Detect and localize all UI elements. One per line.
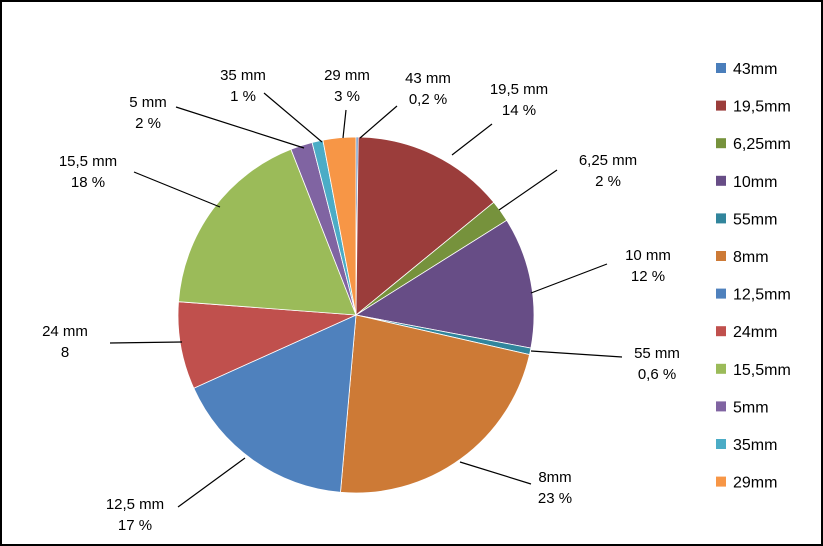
data-label-value-1: 14 %: [502, 102, 536, 119]
data-label-4: 55 mm 0,6 %: [530, 345, 680, 383]
data-label-value-3: 12 %: [631, 268, 665, 285]
legend-label-5: 8mm: [733, 249, 769, 266]
data-label-value-7: 8: [61, 344, 69, 361]
legend-swatch-10: [716, 439, 726, 449]
data-label-2: 6,25 mm 2 %: [498, 152, 637, 211]
pie-slice-1: [355, 136, 495, 316]
legend-label-7: 24mm: [733, 324, 777, 341]
pie-slice-8: [178, 148, 357, 316]
legend-swatch-1: [716, 100, 726, 111]
data-label-name-4: 55 mm: [634, 345, 680, 362]
legend-label-4: 55mm: [733, 211, 777, 228]
data-label-name-7: 24 mm: [42, 323, 88, 340]
legend-swatch-4: [716, 213, 726, 224]
data-label-6: 12,5 mm 17 %: [106, 457, 246, 534]
leader-line-9: [175, 106, 305, 149]
leader-line-10: [263, 92, 323, 143]
legend-swatch-3: [716, 175, 726, 186]
legend: 43mm 19,5mm 6,25mm 10mm 55mm 8mm 12,5mm 24mm 15,…: [716, 61, 791, 492]
data-label-value-6: 17 %: [118, 517, 152, 534]
data-label-value-4: 0,6 %: [638, 366, 676, 383]
legend-label-10: 35mm: [733, 437, 777, 454]
data-label-name-8: 15,5 mm: [59, 153, 117, 170]
legend-label-11: 29mm: [733, 475, 777, 492]
data-label-name-11: 29 mm: [324, 67, 370, 84]
data-label-name-1: 19,5 mm: [490, 81, 548, 98]
legend-swatch-11: [716, 476, 726, 487]
leader-line-7: [109, 341, 183, 344]
legend-label-1: 19,5mm: [733, 99, 791, 116]
leader-line-11: [342, 109, 347, 139]
data-label-name-0: 43 mm: [405, 70, 451, 87]
legend-swatch-5: [716, 251, 726, 261]
leader-line-5: [459, 461, 532, 485]
data-label-value-2: 2 %: [595, 173, 621, 190]
leader-line-1: [451, 123, 493, 156]
data-label-11: 29 mm 3 %: [324, 67, 370, 139]
data-label-value-8: 18 %: [71, 174, 105, 191]
legend-label-8: 15,5mm: [733, 362, 791, 379]
legend-swatch-9: [716, 401, 726, 412]
data-label-name-2: 6,25 mm: [579, 152, 637, 169]
legend-swatch-7: [716, 326, 726, 337]
data-label-value-5: 23 %: [538, 490, 572, 507]
data-label-0: 43 mm 0,2 %: [359, 70, 451, 139]
legend-swatch-6: [716, 288, 726, 299]
leader-line-0: [359, 105, 398, 139]
data-label-9: 5 mm 2 %: [129, 94, 305, 149]
data-label-7: 24 mm 8: [42, 323, 183, 361]
data-label-5: 8mm 23 %: [459, 461, 572, 507]
data-label-name-9: 5 mm: [129, 94, 167, 111]
pie-slice-5: [340, 314, 531, 494]
data-label-value-9: 2 %: [135, 115, 161, 132]
pie-slice-11: [322, 136, 357, 316]
data-label-8: 15,5 mm 18 %: [59, 153, 221, 208]
data-label-3: 10 mm 12 %: [530, 247, 671, 294]
data-label-value-0: 0,2 %: [409, 91, 447, 108]
legend-label-3: 10mm: [733, 174, 777, 191]
legend-swatch-2: [716, 138, 726, 149]
data-label-name-6: 12,5 mm: [106, 496, 164, 513]
leader-line-3: [530, 263, 608, 294]
data-label-value-11: 3 %: [334, 88, 360, 105]
data-label-1: 19,5 mm 14 %: [451, 81, 548, 156]
pie-slices: [177, 136, 535, 494]
data-label-10: 35 mm 1 %: [220, 67, 323, 143]
leader-line-8: [133, 171, 221, 208]
leader-line-2: [498, 169, 558, 211]
legend-label-0: 43mm: [733, 61, 777, 78]
legend-label-6: 12,5mm: [733, 287, 791, 304]
legend-swatch-8: [716, 363, 726, 374]
legend-swatch-0: [716, 63, 726, 73]
data-label-name-5: 8mm: [538, 469, 571, 486]
data-label-name-10: 35 mm: [220, 67, 266, 84]
leader-line-4: [530, 350, 623, 358]
data-label-value-10: 1 %: [230, 88, 256, 105]
legend-label-2: 6,25mm: [733, 136, 791, 153]
pie-slice-6: [193, 314, 357, 493]
legend-label-9: 5mm: [733, 399, 769, 416]
leader-line-6: [177, 457, 246, 508]
pie-slice-3: [354, 219, 535, 349]
data-label-name-3: 10 mm: [625, 247, 671, 264]
